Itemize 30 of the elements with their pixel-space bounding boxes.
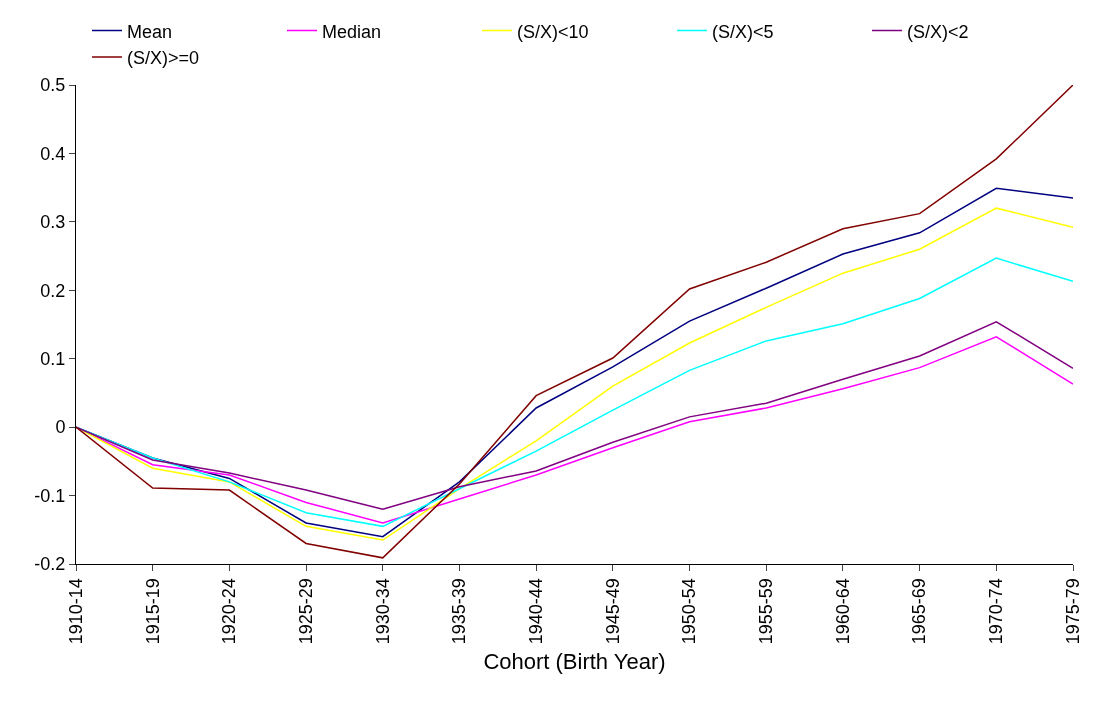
- x-tick-label: 1935-39: [449, 578, 470, 645]
- legend-label: Median: [322, 21, 382, 42]
- y-tick-label: 0.5: [40, 75, 66, 96]
- y-tick-label: 0.2: [40, 280, 66, 301]
- legend-label: (S/X)<2: [907, 21, 969, 42]
- y-tick-label: 0.1: [40, 349, 66, 370]
- x-tick-label: 1910-14: [65, 578, 86, 645]
- x-tick-label: 1930-34: [372, 578, 393, 645]
- x-tick-label: 1955-59: [756, 578, 777, 645]
- legend-label: Mean: [127, 21, 173, 42]
- x-tick-label: 1940-44: [526, 578, 546, 645]
- x-tick-label: 1975-79: [1062, 578, 1083, 645]
- x-tick-label: 1960-64: [832, 578, 853, 645]
- x-tick-label: 1925-29: [295, 578, 316, 645]
- legend-label: (S/X)<10: [517, 21, 589, 42]
- legend-label: (S/X)>=0: [127, 48, 200, 69]
- x-axis-title: Cohort (Birth Year): [483, 649, 666, 675]
- y-tick-label: 0.4: [40, 143, 66, 164]
- x-tick-label: 1965-69: [909, 578, 930, 645]
- x-tick-label: 1970-74: [986, 578, 1007, 645]
- line-series: [76, 85, 1073, 559]
- x-tick-label: 1950-54: [679, 578, 700, 645]
- x-tick-label: 1945-49: [602, 578, 623, 645]
- legend-label: (S/X)<5: [712, 21, 774, 42]
- y-tick-label: 0.3: [40, 212, 66, 233]
- y-tick-label: 0: [55, 417, 66, 438]
- y-tick-label: -0.2: [34, 554, 66, 575]
- y-tick-label: -0.1: [34, 485, 66, 506]
- x-tick-label: 1915-19: [142, 578, 163, 645]
- x-tick-label: 1920-24: [219, 578, 240, 645]
